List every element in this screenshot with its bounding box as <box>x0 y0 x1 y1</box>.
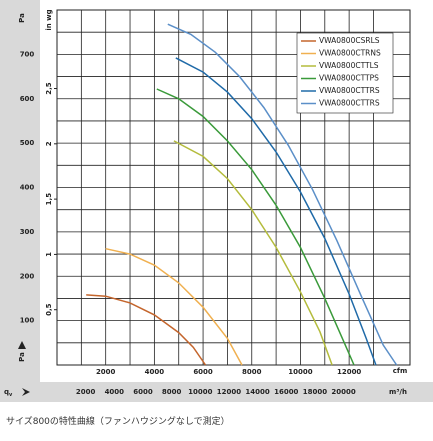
y-tick-label: 600 <box>20 95 35 103</box>
x-tick-label: 8000 <box>242 368 262 376</box>
series-line <box>86 294 207 366</box>
y2-tick-label: 1,5 <box>45 193 53 206</box>
flow-symbol: qv <box>4 388 13 398</box>
x2-label: m³/h <box>389 388 407 396</box>
series-line <box>173 140 333 366</box>
y2-tick-label: 2,5 <box>45 82 53 95</box>
left-band <box>0 0 40 402</box>
y-tick-label: 700 <box>20 50 35 58</box>
x2-tick-label: 8000 <box>162 388 182 396</box>
plot-frame <box>56 9 411 366</box>
y-label-bottom: Pa <box>18 352 26 362</box>
x-arrow <box>22 388 30 396</box>
x-tick-label: 12000 <box>337 368 361 376</box>
y2-tick-label: 1 <box>45 252 53 257</box>
y2-tick-label: 2 <box>45 141 53 146</box>
y-tick-label: 200 <box>20 272 35 280</box>
x-tick-label: 6000 <box>193 368 213 376</box>
legend-label: VWA0800CTTLS <box>319 61 379 70</box>
x2-tick-label: 6000 <box>133 388 153 396</box>
legend-label: VWA0800CSRLS <box>319 36 380 45</box>
x-label: cfm <box>393 367 408 375</box>
x-tick-label: 10000 <box>288 368 312 376</box>
series-line <box>175 57 377 366</box>
y-tick-label: 300 <box>20 228 35 236</box>
legend-label: VWA0800CTRNS <box>319 49 381 58</box>
x2-tick-label: 4000 <box>105 388 125 396</box>
x2-tick-label: 14000 <box>245 388 269 396</box>
bottom-band <box>0 382 433 402</box>
flow-v: v <box>9 392 13 398</box>
legend-label: VWA0800CTTRS <box>319 86 380 95</box>
x-tick-label: 4000 <box>145 368 165 376</box>
y-tick-label: 500 <box>20 139 35 147</box>
y2-label: in wg <box>45 9 53 30</box>
y-label: Pa <box>18 13 26 23</box>
y-arrow <box>18 341 26 349</box>
legend-label: VWA0800CTTRS <box>319 99 380 108</box>
x2-tick-label: 20000 <box>331 388 355 396</box>
series-line <box>167 23 398 366</box>
chart: Pa Pa in wg qv cfm m³/h 2000 4000 6000 8000… <box>0 0 433 402</box>
flow-q: q <box>4 388 9 396</box>
x2-tick-label: 18000 <box>303 388 327 396</box>
x2-tick-label: 10000 <box>188 388 212 396</box>
legend-box <box>296 32 394 114</box>
series-line <box>105 247 243 366</box>
x-tick-label: 2000 <box>96 368 116 376</box>
y2-tick-label: 0,5 <box>45 303 53 316</box>
y-tick-label: 400 <box>20 184 35 192</box>
y-tick-label: 100 <box>20 317 35 325</box>
x2-tick-label: 12000 <box>217 388 241 396</box>
x2-tick-label: 16000 <box>274 388 298 396</box>
x2-tick-label: 2000 <box>76 388 96 396</box>
series-line <box>156 88 355 366</box>
caption: サイズ800の特性曲線（ファンハウジングなしで測定） <box>6 417 230 427</box>
legend-label: VWA0800CTTPS <box>319 74 379 83</box>
